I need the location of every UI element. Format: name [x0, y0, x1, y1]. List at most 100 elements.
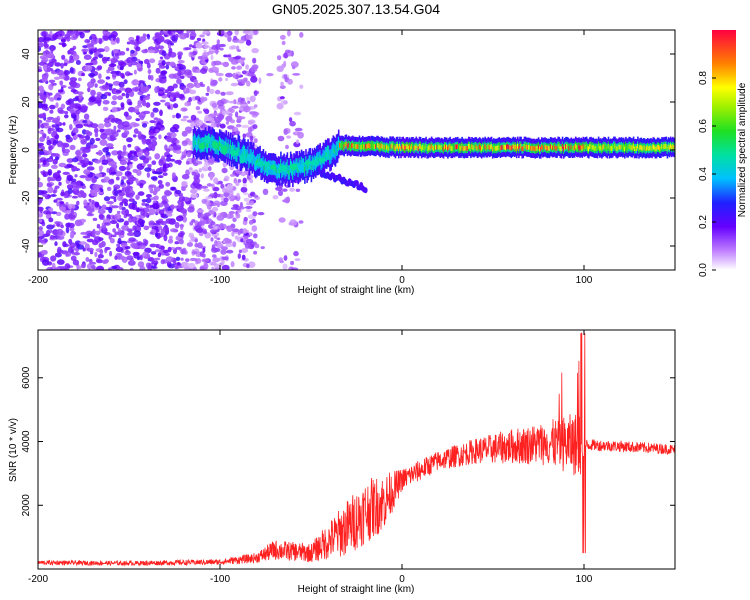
noise-speckle [250, 66, 258, 73]
signal-core-cell [585, 143, 588, 149]
noise-speckle [69, 242, 76, 249]
noise-speckle [157, 252, 162, 258]
noise-speckle [83, 113, 90, 120]
noise-speckle [230, 206, 238, 210]
noise-speckle [51, 211, 58, 215]
noise-speckle [186, 82, 195, 89]
noise-speckle [124, 246, 131, 250]
colorbar-tick-label: 0.0 [698, 263, 709, 277]
signal-core-cell [351, 143, 353, 149]
noise-speckle [215, 43, 221, 50]
noise-speckle [188, 97, 193, 102]
noise-speckle [230, 82, 239, 87]
signal-blob [239, 155, 246, 164]
noise-speckle [101, 224, 107, 230]
noise-speckle [56, 127, 64, 133]
noise-speckle [85, 62, 94, 66]
noise-speckle [242, 183, 247, 188]
noise-speckle [227, 125, 235, 130]
signal-core-cell [356, 144, 359, 150]
noise-speckle [68, 246, 73, 254]
signal-core-cell [562, 146, 565, 152]
signal-core-cell [451, 146, 454, 151]
noise-speckle [96, 223, 101, 229]
noise-speckle [60, 86, 64, 93]
noise-speckle [133, 69, 137, 75]
noise-speckle [120, 102, 125, 107]
signal-core-cell [276, 169, 279, 175]
noise-speckle [49, 104, 56, 110]
noise-speckle [287, 30, 291, 37]
signal-core-cell [320, 160, 323, 165]
noise-speckle [85, 134, 91, 141]
noise-speckle [165, 64, 170, 70]
noise-speckle [231, 105, 239, 109]
signal-core-cell [625, 144, 627, 149]
signal-core-cell [501, 145, 504, 150]
noise-speckle [125, 47, 130, 52]
noise-speckle [66, 158, 74, 163]
noise-speckle [172, 124, 180, 130]
noise-speckle [252, 211, 258, 217]
signal-core-cell [211, 139, 213, 144]
noise-speckle [116, 37, 120, 44]
signal-core-cell [353, 144, 355, 149]
noise-speckle [197, 110, 203, 114]
signal-core-cell [460, 145, 462, 151]
noise-speckle [116, 129, 121, 133]
noise-speckle [190, 114, 197, 121]
noise-speckle [47, 61, 54, 67]
noise-speckle [244, 206, 253, 209]
noise-speckle [203, 188, 210, 192]
noise-speckle [63, 195, 69, 199]
noise-speckle [158, 159, 164, 167]
signal-core-cell [238, 147, 241, 153]
noise-speckle [253, 90, 258, 97]
snr-y-axis: 2000 4000 6000 [21, 366, 675, 516]
signal-core-cell [594, 146, 597, 151]
noise-speckle [49, 234, 55, 240]
noise-speckle [283, 255, 288, 261]
noise-speckle [219, 223, 224, 230]
signal-core-cell [536, 145, 539, 151]
signal-core-cell [476, 146, 479, 151]
signal-core-cell [303, 163, 305, 168]
noise-speckle [170, 158, 176, 162]
noise-speckle [280, 99, 288, 105]
noise-speckle [119, 51, 126, 56]
noise-speckle [54, 62, 62, 67]
signal-core-cell [583, 144, 586, 150]
noise-speckle [133, 230, 142, 238]
noise-speckle [51, 124, 56, 128]
noise-speckle [49, 97, 55, 102]
noise-speckle [172, 83, 178, 89]
signal-core-cell [279, 168, 281, 174]
noise-speckle [69, 124, 73, 131]
noise-speckle [203, 162, 209, 169]
signal-core-cell [605, 145, 608, 151]
signal-core-cell [380, 143, 383, 149]
noise-speckle [53, 199, 58, 203]
signal-core-cell [542, 145, 544, 151]
noise-speckle [218, 43, 226, 48]
noise-speckle [143, 95, 151, 100]
noise-speckle [143, 58, 150, 65]
signal-core-cell [327, 150, 329, 156]
noise-speckle [247, 100, 251, 104]
noise-speckle [235, 124, 242, 128]
noise-speckle [153, 222, 161, 226]
noise-speckle [97, 48, 105, 53]
noise-speckle [181, 181, 187, 187]
signal-core-cell [537, 144, 540, 150]
noise-speckle [101, 56, 109, 62]
noise-speckle [111, 205, 120, 209]
signal-core-cell [511, 144, 514, 150]
signal-core-cell [340, 143, 342, 149]
noise-speckle [230, 261, 235, 268]
signal-core-cell [237, 146, 240, 151]
noise-speckle [44, 195, 50, 200]
noise-speckle [111, 73, 117, 78]
noise-speckle [135, 118, 140, 122]
noise-speckle [201, 198, 207, 204]
signal-blob [318, 157, 326, 163]
